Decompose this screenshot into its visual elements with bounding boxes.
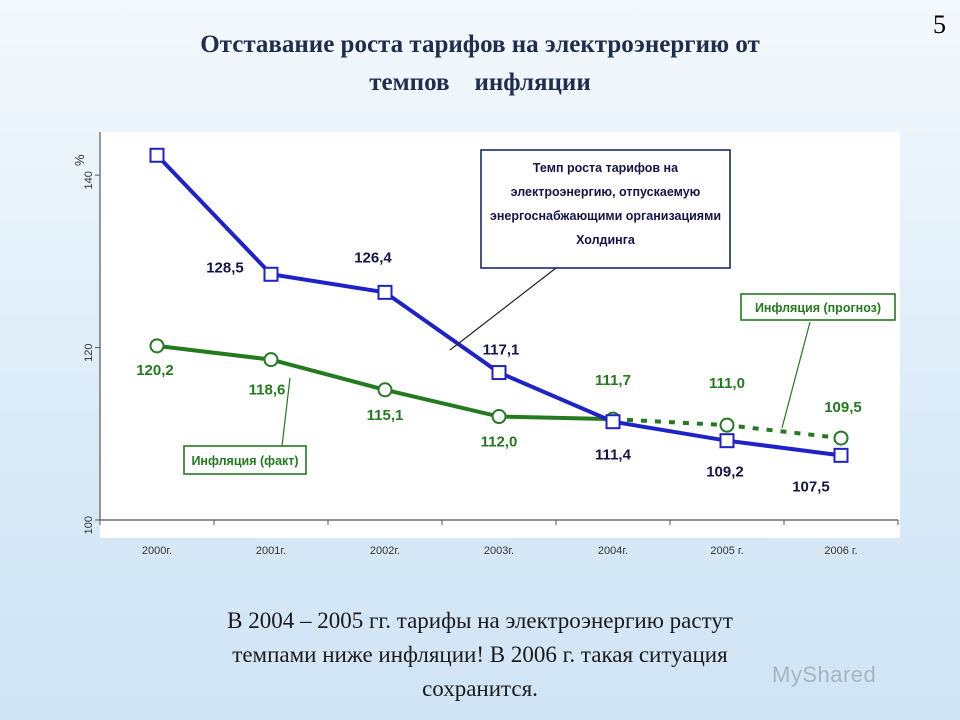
slide-caption: В 2004 – 2005 гг. тарифы на электроэнерг…: [100, 604, 860, 706]
caption-line-2: темпами ниже инфляции! В 2006 г. такая с…: [232, 642, 728, 667]
inflation-data-label: 111,0: [709, 375, 745, 392]
tariffs-point: [263, 266, 279, 282]
x-tick-label: 2000г.: [142, 545, 172, 557]
tariffs-data-label: 117,1: [483, 342, 520, 359]
x-tick-label: 2001г.: [256, 545, 286, 557]
inflation-point: [263, 352, 279, 368]
inflation-point: [719, 417, 735, 433]
tariffs-point: [149, 147, 165, 163]
x-tick-label: 2003г.: [484, 545, 514, 557]
slide-number: 5: [933, 10, 946, 39]
tariffs-legend-box: [480, 149, 731, 269]
inflation-data-label: 109,5: [824, 399, 862, 416]
forecast-callout-leader: [781, 321, 811, 429]
caption-line-3: сохранится.: [422, 676, 538, 701]
tariffs-data-label: 111,4: [595, 447, 632, 464]
y-axis-label: %: [72, 154, 87, 166]
tariffs-legend-text: электроэнергию, отпускаемую: [511, 185, 701, 199]
inflation-point: [833, 430, 849, 446]
inflation-point: [491, 409, 507, 425]
caption-line-1: В 2004 – 2005 гг. тарифы на электроэнерг…: [227, 608, 733, 633]
forecast-legend-box: [740, 293, 896, 321]
tariffs-point: [491, 365, 507, 381]
inflation-data-label: 120,2: [136, 362, 174, 379]
slide-title: Отставание роста тарифов на электроэнерг…: [100, 26, 860, 102]
x-tick-label: 2004г.: [598, 545, 628, 557]
inflation-data-label: 112,0: [481, 434, 518, 451]
tariffs-callout-leader: [449, 267, 557, 351]
y-tick-label: 100: [83, 516, 95, 534]
fact-legend-text: Инфляция (факт): [191, 454, 298, 468]
inflation-data-label: 115,1: [367, 407, 404, 424]
tariffs-data-label: 126,4: [354, 249, 392, 266]
x-tick-label: 2005 г.: [710, 545, 743, 557]
line-chart: 100 120 140% 2000г. 2001г. 2002г. 2003г. 2004г.…: [72, 128, 900, 557]
x-tick-label: 2006 г.: [824, 545, 857, 557]
inflation-point: [377, 382, 393, 398]
tariffs-point: [833, 447, 849, 463]
y-tick-label: 140: [83, 171, 95, 189]
slide-title-line-1: Отставание роста тарифов на электроэнерг…: [200, 31, 760, 58]
inflation-data-label: 118,6: [249, 382, 286, 399]
tariffs-data-label: 109,2: [706, 464, 744, 481]
tariffs-point: [377, 284, 393, 300]
forecast-legend-text: Инфляция (прогноз): [755, 301, 881, 315]
tariffs-data-label: 142,3: [120, 128, 158, 129]
tariffs-legend-text: Темп роста тарифов на: [533, 161, 679, 175]
tariffs-point: [719, 433, 735, 449]
tariffs-data-label: 107,5: [792, 478, 830, 495]
x-tick-label: 2002г.: [370, 545, 400, 557]
fact-callout-leader: [281, 377, 291, 447]
tariffs-data-label: 128,5: [206, 259, 244, 276]
tariffs-point: [605, 414, 621, 430]
tariffs-legend-text: энергоснабжающими организациями: [490, 209, 721, 223]
slide-title-line-2: темпов инфляции: [369, 69, 591, 96]
fact-legend-box: [183, 445, 307, 475]
watermark-logo: MyShared: [772, 662, 877, 687]
y-tick-label: 120: [83, 344, 95, 362]
tariffs-legend-text: Холдинга: [576, 233, 636, 247]
inflation-point: [149, 338, 165, 354]
inflation-data-label: 111,7: [595, 372, 631, 389]
